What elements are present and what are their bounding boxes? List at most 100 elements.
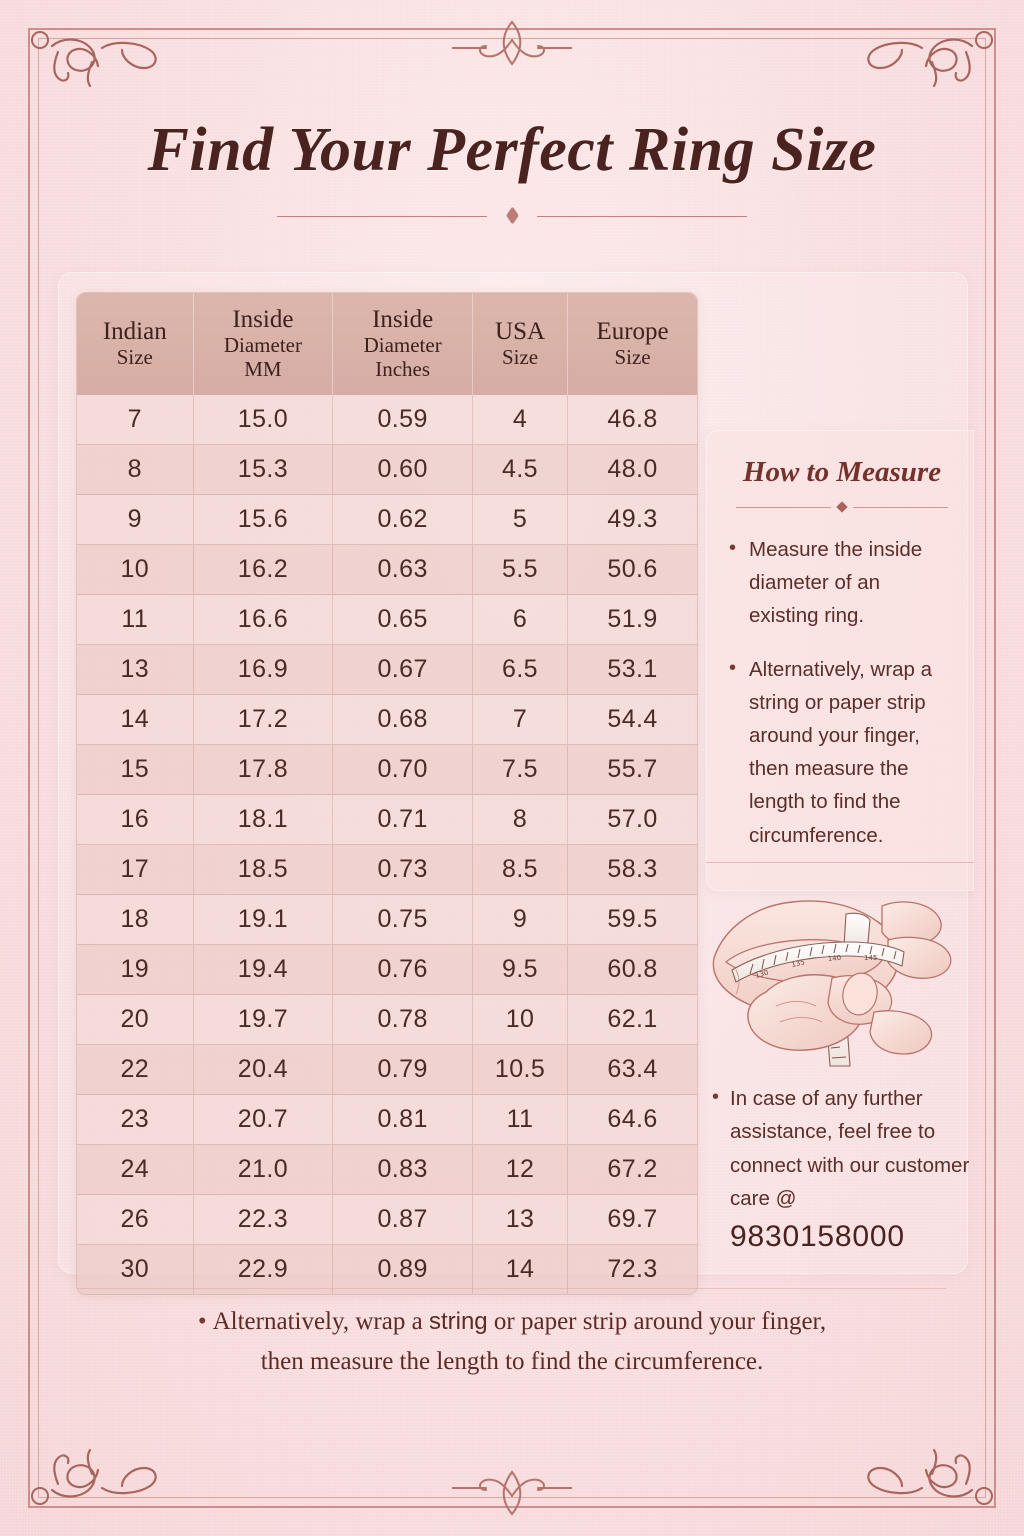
how-to-measure-list: Measure the inside diameter of an existi… xyxy=(729,532,955,852)
table-cell-2: 0.81 xyxy=(332,1094,473,1145)
table-cell-2: 0.63 xyxy=(332,544,473,595)
column-header-inside-diameter-mm: Inside Diameter MM xyxy=(193,293,334,396)
table-cell-1: 21.0 xyxy=(193,1144,334,1195)
footer-line1-part-a: Alternatively, wrap a xyxy=(212,1308,429,1335)
title-divider-line-left xyxy=(277,216,487,218)
table-cell-1: 20.7 xyxy=(193,1094,334,1145)
table-cell-0: 13 xyxy=(77,644,194,695)
table-row: 17 18.5 0.73 8.5 58.3 xyxy=(77,844,697,895)
howto-divider-line-right xyxy=(853,506,948,508)
table-cell-4: 67.2 xyxy=(567,1144,697,1195)
table-header-row: Indian Size Inside Diameter MM Inside Di… xyxy=(77,293,697,396)
footer-divider xyxy=(78,1288,946,1289)
table-cell-3: 13 xyxy=(472,1194,569,1245)
footer-line1-emphasis: string xyxy=(428,1308,488,1335)
corner-flourish-top-right-icon xyxy=(846,18,1006,128)
table-cell-4: 60.8 xyxy=(567,944,697,995)
page-title: Find Your Perfect Ring Size xyxy=(147,116,877,184)
table-row: 24 21.0 0.83 12 67.2 xyxy=(77,1144,697,1195)
table-cell-2: 0.70 xyxy=(332,744,473,795)
table-cell-3: 10.5 xyxy=(472,1044,569,1095)
table-row: 22 20.4 0.79 10.5 63.4 xyxy=(77,1044,697,1095)
customer-care-phone[interactable]: 9830158000 xyxy=(730,1219,905,1253)
table-row: 23 20.7 0.81 11 64.6 xyxy=(77,1094,697,1145)
column-header-line2: Diameter xyxy=(223,333,302,357)
table-cell-2: 0.71 xyxy=(332,794,473,845)
table-cell-0: 10 xyxy=(77,544,194,595)
table-cell-4: 51.9 xyxy=(567,594,697,645)
table-cell-0: 26 xyxy=(77,1194,194,1245)
illustration-divider xyxy=(706,862,974,863)
table-cell-3: 6.5 xyxy=(472,644,569,695)
table-cell-2: 0.75 xyxy=(332,894,473,945)
table-cell-1: 19.7 xyxy=(193,994,334,1045)
table-cell-3: 7 xyxy=(472,694,569,745)
table-cell-1: 17.2 xyxy=(193,694,334,745)
table-cell-4: 49.3 xyxy=(567,494,697,545)
table-cell-4: 57.0 xyxy=(567,794,697,845)
table-cell-2: 0.65 xyxy=(332,594,473,645)
table-cell-4: 48.0 xyxy=(567,444,697,495)
table-row: 19 19.4 0.76 9.5 60.8 xyxy=(77,944,697,995)
table-cell-0: 15 xyxy=(77,744,194,795)
table-cell-3: 9.5 xyxy=(472,944,569,995)
howto-divider-diamond-icon xyxy=(836,501,848,513)
table-row: 8 15.3 0.60 4.5 48.0 xyxy=(77,444,697,495)
table-cell-2: 0.67 xyxy=(332,644,473,695)
table-cell-4: 64.6 xyxy=(567,1094,697,1145)
footer-line1-part-c: or paper strip around your finger, xyxy=(487,1308,827,1335)
table-cell-2: 0.79 xyxy=(332,1044,473,1095)
table-cell-3: 8 xyxy=(472,794,569,845)
customer-care-text: In case of any further assistance, feel … xyxy=(730,1087,970,1211)
table-row: 9 15.6 0.62 5 49.3 xyxy=(77,494,697,545)
svg-text:135: 135 xyxy=(791,958,806,969)
column-header-line2: Diameter xyxy=(363,333,442,357)
table-cell-3: 10 xyxy=(472,994,569,1045)
column-header-line3: MM xyxy=(244,356,282,381)
title-divider-diamond-icon xyxy=(506,206,519,225)
table-cell-3: 12 xyxy=(472,1144,569,1195)
table-row: 7 15.0 0.59 4 46.8 xyxy=(77,395,697,445)
column-header-line2: Size xyxy=(116,344,153,369)
table-row: 18 19.1 0.75 9 59.5 xyxy=(77,894,697,945)
corner-flourish-top-left-icon xyxy=(18,18,178,128)
table-cell-0: 24 xyxy=(77,1144,194,1195)
customer-care-list: In case of any further assistance, feel … xyxy=(712,1081,974,1255)
table-cell-4: 62.1 xyxy=(567,994,697,1045)
table-cell-1: 18.1 xyxy=(193,794,334,845)
svg-text:140: 140 xyxy=(827,954,841,963)
table-cell-0: 19 xyxy=(77,944,194,995)
table-row: 16 18.1 0.71 8 57.0 xyxy=(77,794,697,845)
table-cell-2: 0.89 xyxy=(332,1244,473,1295)
column-header-usa-size: USA Size xyxy=(472,293,569,396)
table-row: 10 16.2 0.63 5.5 50.6 xyxy=(77,544,697,595)
customer-care-block: In case of any further assistance, feel … xyxy=(712,1081,974,1255)
table-cell-2: 0.59 xyxy=(332,395,473,445)
table-row: 20 19.7 0.78 10 62.1 xyxy=(77,994,697,1045)
table-cell-3: 9 xyxy=(472,894,569,945)
table-cell-0: 7 xyxy=(77,395,194,445)
how-to-measure-title: How to Measure xyxy=(742,456,942,488)
column-header-line2: Size xyxy=(501,344,539,369)
title-divider-line-right xyxy=(537,216,747,218)
footer-note: • Alternatively, wrap a string or paper s… xyxy=(78,1302,946,1381)
table-cell-4: 54.4 xyxy=(567,694,697,745)
table-cell-4: 53.1 xyxy=(567,644,697,695)
svg-text:130: 130 xyxy=(754,969,769,980)
corner-flourish-bottom-right-icon xyxy=(846,1408,1006,1518)
table-cell-4: 72.3 xyxy=(567,1244,697,1295)
list-item: Measure the inside diameter of an existi… xyxy=(729,532,955,633)
table-cell-1: 15.0 xyxy=(193,395,334,445)
table-body: 7 15.0 0.59 4 46.8 8 15.3 0.60 4.5 48.0 9 15.6 0.62 5… xyxy=(77,395,697,1295)
list-item: In case of any further assistance, feel … xyxy=(712,1081,974,1255)
how-to-measure-divider xyxy=(736,501,948,513)
table-cell-4: 63.4 xyxy=(567,1044,697,1095)
table-cell-0: 8 xyxy=(77,444,194,495)
table-cell-0: 16 xyxy=(77,794,194,845)
table-cell-1: 22.3 xyxy=(193,1194,334,1245)
table-cell-3: 5 xyxy=(472,494,569,545)
table-cell-0: 9 xyxy=(77,494,194,545)
table-row: 15 17.8 0.70 7.5 55.7 xyxy=(77,744,697,795)
table-cell-3: 7.5 xyxy=(472,744,569,795)
table-header: Indian Size Inside Diameter MM Inside Di… xyxy=(77,293,697,396)
